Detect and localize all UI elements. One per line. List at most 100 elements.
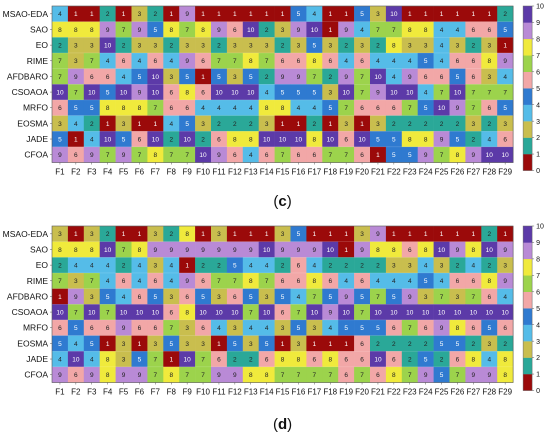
cell-value-label: 7 [456,372,460,379]
y-tick-label: JADE [26,134,48,144]
cell-value-label: 8 [408,27,412,34]
colorbar-tick-label: 6 [536,289,540,296]
heatmap-cell [258,241,275,258]
heatmap-cell [52,272,69,289]
cell-value-label: 2 [233,356,237,363]
cell-value-label: 1 [328,121,332,128]
cell-value-label: 5 [90,341,94,348]
heatmap-cell [211,241,228,258]
cell-value-label: 2 [106,231,110,238]
cell-value-label: 3 [376,11,380,18]
cell-value-label: 8 [74,247,78,254]
cell-value-label: 3 [456,294,460,301]
heatmap-cell [417,21,434,38]
cell-value-label: 3 [360,231,364,238]
heatmap-cell [449,335,466,352]
heatmap-cell [433,131,450,148]
heatmap-cell [322,288,339,305]
heatmap-cell [195,226,212,242]
cell-value-label: 5 [376,325,380,332]
heatmap-cell [242,146,259,163]
heatmap-cell [497,131,514,148]
cell-value-label: 3 [281,27,285,34]
heatmap-cell [465,115,482,132]
heatmap-cell [417,319,434,336]
heatmap-cell [258,99,275,116]
heatmap-cell [465,304,482,321]
heatmap-cell [481,68,498,85]
cell-value-label: 3 [74,43,78,50]
heatmap-cell [290,6,307,22]
x-tick-label: F3 [87,168,97,177]
cell-value-label: 9 [281,247,285,254]
cell-value-label: 3 [90,231,94,238]
cell-value-label: 1 [503,43,507,50]
cell-value-label: 8 [281,105,285,112]
heatmap-cell [370,115,387,132]
cell-value-label: 1 [122,11,126,18]
heatmap-cell [290,257,307,274]
cell-value-label: 4 [249,105,253,112]
heatmap-cell [52,146,69,163]
heatmap-cell [306,131,323,148]
x-tick-label: F11 [212,388,226,397]
cell-value-label: 9 [424,152,428,159]
cell-value-label: 4 [106,263,110,270]
colorbar-segment [523,71,533,89]
heatmap-cell [195,335,212,352]
cell-value-label: 3 [154,341,158,348]
cell-value-label: 3 [408,43,412,50]
cell-value-label: 4 [58,356,62,363]
cell-value-label: 3 [392,263,396,270]
cell-value-label: 5 [138,356,142,363]
heatmap-cell [465,272,482,289]
cell-value-label: 1 [201,74,205,81]
cell-value-label: 5 [297,325,301,332]
heatmap-cell [99,257,116,274]
cell-value-label: 4 [344,278,348,285]
heatmap-cell [67,335,85,352]
cell-value-label: 10 [502,309,510,316]
colorbar-segment [523,291,533,309]
heatmap-cell [258,6,275,22]
heatmap-cell [131,115,148,132]
heatmap-cell [163,21,180,38]
cell-value-label: 9 [122,325,126,332]
cell-value-label: 5 [58,341,62,348]
heatmap-cell [401,257,418,274]
cell-value-label: 7 [360,372,364,379]
cell-value-label: 10 [104,43,112,50]
cell-value-label: 7 [106,309,110,316]
heatmap-cell [433,241,450,258]
cell-value-label: 2 [281,263,285,270]
cell-value-label: 6 [456,58,460,65]
cell-value-label: 3 [281,325,285,332]
cell-value-label: 4 [106,278,110,285]
heatmap-cell [433,304,450,321]
heatmap-cell [99,99,116,116]
cell-value-label: 7 [122,247,126,254]
heatmap-cell [290,131,307,148]
heatmap-cell [354,319,371,336]
cell-value-label: 6 [392,105,396,112]
colorbar: 0 1 2 3 4 5 6 7 8 9 10 [522,224,544,395]
cell-value-label: 10 [199,309,207,316]
cell-value-label: 5 [424,105,428,112]
heatmap-cell [83,319,100,336]
x-tick-label: F9 [182,168,192,177]
heatmap-cell [274,68,291,85]
heatmap-cell [465,241,482,258]
heatmap-cell [370,146,387,163]
heatmap-cell [195,84,212,101]
cell-value-label: 4 [297,105,301,112]
heatmap-cell [322,257,339,274]
cell-value-label: 6 [122,58,126,65]
heatmap-cell [433,319,450,336]
heatmap-cell [179,226,196,242]
cell-value-label: 9 [408,294,412,301]
cell-value-label: 6 [297,152,301,159]
cell-value-label: 3 [185,43,189,50]
heatmap-cell [115,241,132,258]
cell-value-label: 1 [74,11,78,18]
cell-value-label: 7 [154,356,158,363]
